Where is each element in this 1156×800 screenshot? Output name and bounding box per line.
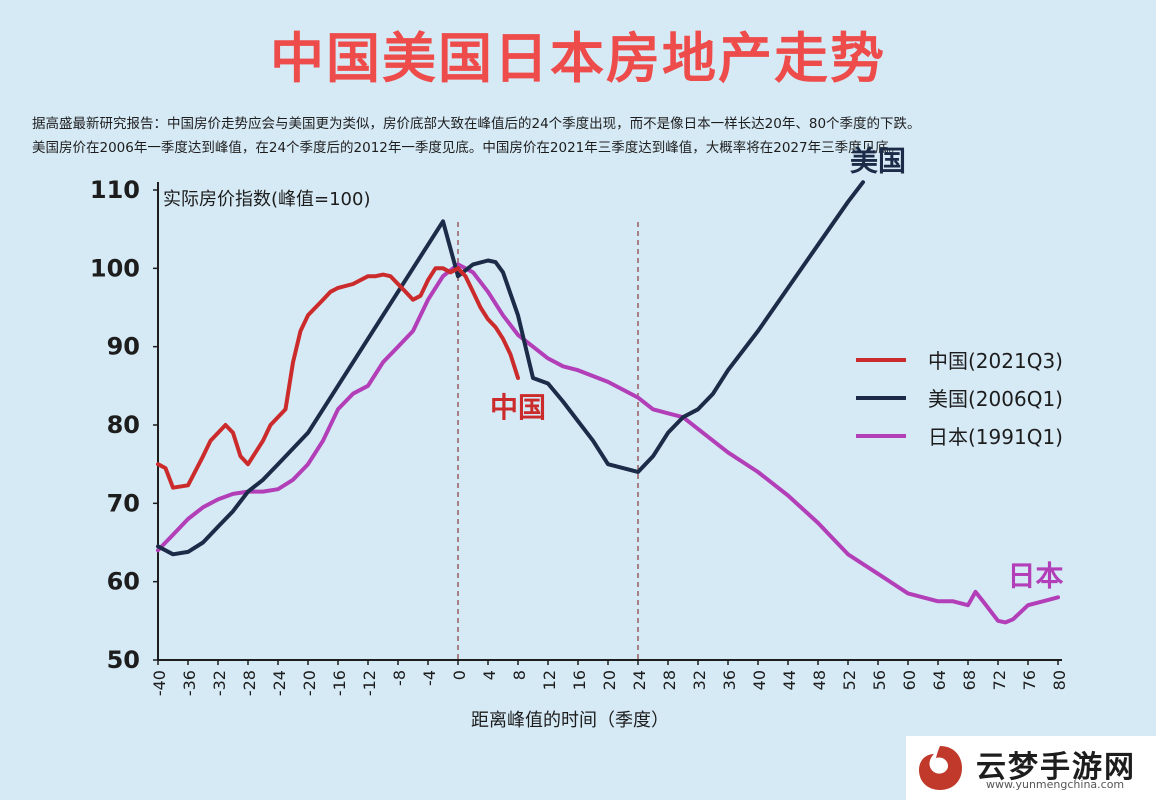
watermark: 云梦手游网 www.yunmengchina.com <box>906 736 1156 800</box>
x-tick-label: -16 <box>330 670 349 696</box>
x-tick-label: 24 <box>630 670 649 690</box>
series-labels: 中国 美国日本 <box>490 144 1064 592</box>
x-tick-label: 8 <box>510 670 529 680</box>
x-tick-label: 80 <box>1050 670 1069 690</box>
legend-entry: 日本(1991Q1) <box>928 425 1063 449</box>
x-tick-label: 44 <box>780 670 799 690</box>
x-tick-label: 16 <box>570 670 589 690</box>
x-axis-label: 距离峰值的时间（季度） <box>471 710 669 731</box>
x-tick-label: 64 <box>930 670 949 690</box>
x-tick-label: -36 <box>180 670 199 696</box>
x-tick-label: 56 <box>870 670 889 690</box>
x-tick-label: 68 <box>960 670 979 690</box>
x-tick-label: -8 <box>390 670 409 686</box>
x-tick-label: -12 <box>360 670 379 696</box>
y-tick-label: 60 <box>107 568 140 596</box>
legend-entry: 中国(2021Q3) <box>928 349 1063 373</box>
chart-legend: 中国(2021Q3) 美国(2006Q1) 日本(1991Q1) <box>856 349 1063 449</box>
x-tick-label: 48 <box>810 670 829 690</box>
x-tick-label: -4 <box>420 670 439 686</box>
x-tick-label: -40 <box>150 670 169 696</box>
series-label: 中国 <box>490 391 546 424</box>
watermark-name: 云梦手游网 <box>976 750 1136 785</box>
y-tick-label: 100 <box>90 254 140 282</box>
y-tick-label: 50 <box>107 646 140 674</box>
watermark-url: www.yunmengchina.com <box>986 778 1125 791</box>
legend-entry: 美国(2006Q1) <box>928 387 1063 411</box>
x-tick-label: 60 <box>900 670 919 690</box>
x-tick-label: 0 <box>450 670 469 680</box>
x-tick-label: 32 <box>690 670 709 690</box>
series-line <box>156 262 1060 625</box>
reference-lines <box>457 222 639 660</box>
subtitle-line-1: 据高盛最新研究报告：中国房价走势应会与美国更为类似，房价底部大致在峰值后的24个… <box>32 116 921 132</box>
x-tick-label: 40 <box>750 670 769 690</box>
x-tick-label: 36 <box>720 670 739 690</box>
series-lines <box>156 180 1060 625</box>
x-tick-label: -28 <box>240 670 259 696</box>
y-axis-label: 实际房价指数(峰值=100) <box>163 189 370 210</box>
chart-title: 中国美国日本房地产走势 <box>270 27 886 90</box>
x-tick-label: -24 <box>270 670 289 696</box>
x-tick-label: -20 <box>300 670 319 696</box>
series-line <box>156 266 520 490</box>
watermark-logo-icon <box>919 746 962 790</box>
x-tick-label: 52 <box>840 670 859 690</box>
x-tick-label: 72 <box>990 670 1009 690</box>
y-tick-label: 80 <box>107 411 140 439</box>
y-tick-label: 110 <box>90 176 140 204</box>
x-tick-label: 12 <box>540 670 559 690</box>
series-label: 日本 <box>1007 560 1063 593</box>
x-tick-label: 28 <box>660 670 679 690</box>
x-tick-label: 4 <box>480 670 499 680</box>
x-tick-label: 76 <box>1020 670 1039 690</box>
series-line <box>156 180 865 557</box>
y-tick-label: 90 <box>107 333 140 361</box>
series-label: 美国 <box>850 144 906 177</box>
x-tick-label: 20 <box>600 670 619 690</box>
x-tick-label: -32 <box>210 670 229 696</box>
subtitle-line-2: 美国房价在2006年一季度达到峰值，在24个季度后的2012年一季度见底。中国房… <box>32 140 903 156</box>
y-tick-label: 70 <box>107 489 140 517</box>
